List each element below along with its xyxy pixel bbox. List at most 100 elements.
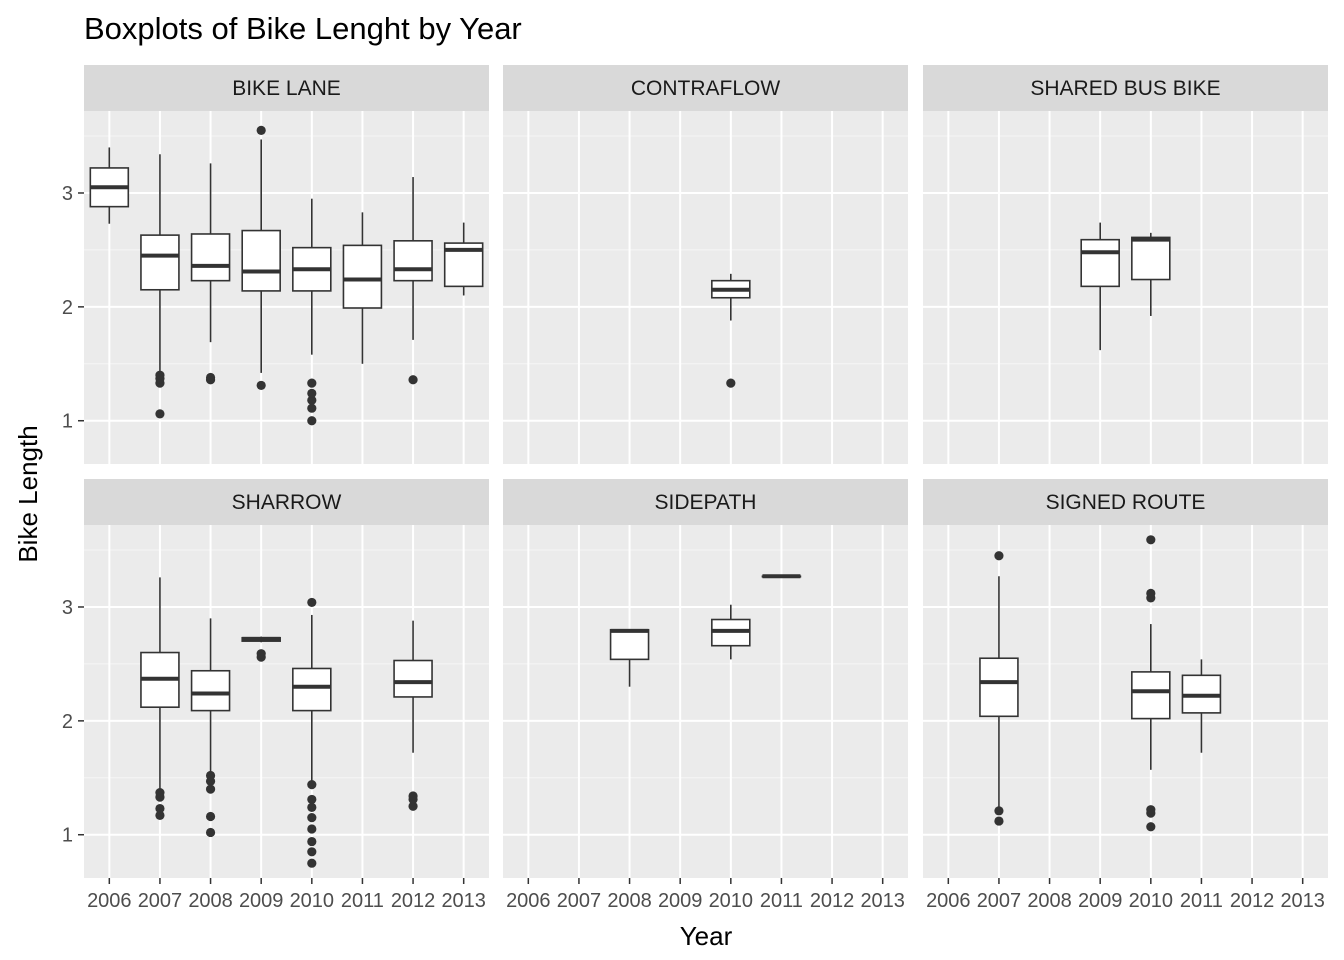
outlier-point [307,780,317,790]
x-tick-label: 2006 [87,890,132,912]
outlier-point [307,388,317,398]
outlier-point [408,801,418,811]
outlier-point [307,416,317,426]
box-2010 [1131,232,1171,316]
outlier-point [994,806,1004,816]
iqr-box [1080,238,1120,288]
outlier-point [256,125,266,135]
x-tick-label: 2013 [860,890,905,912]
y-tick-label: 3 [62,597,73,619]
box-2011 [1181,659,1222,753]
chart-title: Boxplots of Bike Lenght by Year [84,11,522,46]
outlier-point [307,597,317,608]
iqr-box [1131,671,1171,720]
box-2009 [241,636,281,662]
y-tick-label: 3 [62,183,73,205]
y-tick-label: 2 [62,711,73,733]
outlier-point [307,836,317,847]
x-tick-label: 2009 [658,890,703,912]
x-tick-label: 2008 [1027,890,1072,912]
iqr-box [241,229,281,292]
box-2009 [1080,222,1120,351]
x-tick-label: 2012 [391,890,436,912]
x-tick-label: 2008 [188,890,233,912]
outlier-point [256,380,266,391]
outlier-point [1146,588,1156,598]
facet-label: SHARROW [232,491,342,514]
box-2008 [609,628,650,687]
outlier-point [205,770,216,781]
box-2008 [190,618,231,838]
facet-strip [923,479,1328,525]
iqr-box [1131,236,1171,281]
outlier-point [994,816,1004,826]
box-2007 [140,577,180,820]
box-2007 [140,154,180,419]
box-2010 [711,273,751,388]
x-tick-label: 2009 [239,890,284,912]
facet-strip [503,65,908,111]
box-2013 [443,222,484,296]
outlier-point [155,409,165,419]
facet-panel: SIDEPATH 2006 2007 2008 2009 2010 2011 2012 2013 [503,479,908,912]
panel-background [503,111,908,464]
panel-background [923,111,1328,464]
outlier-point [408,375,418,385]
iqr-box [292,667,332,712]
facet-panel: CONTRAFLOW [503,65,908,464]
facet-panel: SIGNED ROUTE 2006 2007 2008 2009 2010 2011 2012… [923,479,1328,912]
box-2006 [89,147,130,224]
y-tick-label: 1 [62,825,73,847]
x-tick-label: 2010 [290,890,335,912]
outlier-point [205,827,216,838]
x-tick-label: 2010 [709,890,754,912]
box-2012 [393,620,433,811]
facet-label: SIGNED ROUTE [1046,491,1206,514]
box-2008 [190,163,231,385]
x-tick-label: 2006 [506,890,551,912]
box-2010 [1131,535,1171,832]
iqr-box [393,659,433,698]
facet-label: SIDEPATH [655,491,757,514]
outlier-point [307,847,317,857]
iqr-box [190,233,231,282]
iqr-box [609,628,650,661]
outlier-point [1146,822,1156,832]
outlier-point [1146,805,1156,815]
iqr-box [342,244,383,309]
facet-label: CONTRAFLOW [631,77,781,100]
x-tick-label: 2013 [441,890,486,912]
facet-strip [84,479,489,525]
panel-background [503,525,908,878]
x-tick-label: 2008 [607,890,652,912]
x-tick-label: 2011 [341,890,384,912]
x-tick-label: 2007 [977,890,1022,912]
outlier-point [205,811,216,822]
x-tick-label: 2010 [1129,890,1174,912]
outlier-point [307,813,317,823]
facet-strip [923,65,1328,111]
x-tick-label: 2013 [1280,890,1325,912]
outlier-point [307,378,317,388]
outlier-point [155,810,165,820]
x-tick-label: 2011 [1180,890,1223,912]
iqr-box [190,669,231,712]
iqr-box [979,657,1019,718]
x-tick-label: 2012 [1230,890,1275,912]
outlier-point [994,551,1004,561]
facet-strip [503,479,908,525]
box-2009 [241,125,281,391]
outlier-point [307,802,317,813]
facet-label: SHARED BUS BIKE [1030,77,1220,100]
iqr-box [140,234,180,291]
x-axis-title: Year [680,921,733,951]
outlier-point [307,824,317,834]
y-tick-label: 2 [62,297,73,319]
box-2007 [979,551,1019,826]
y-tick-label: 1 [62,411,73,433]
y-axis-title: Bike Length [13,425,43,562]
facet-panel: SHARROW 1 2 3 2006 2007 2008 2009 2010 2011 2012 20… [62,479,489,912]
x-tick-label: 2007 [138,890,183,912]
outlier-point [307,395,317,405]
